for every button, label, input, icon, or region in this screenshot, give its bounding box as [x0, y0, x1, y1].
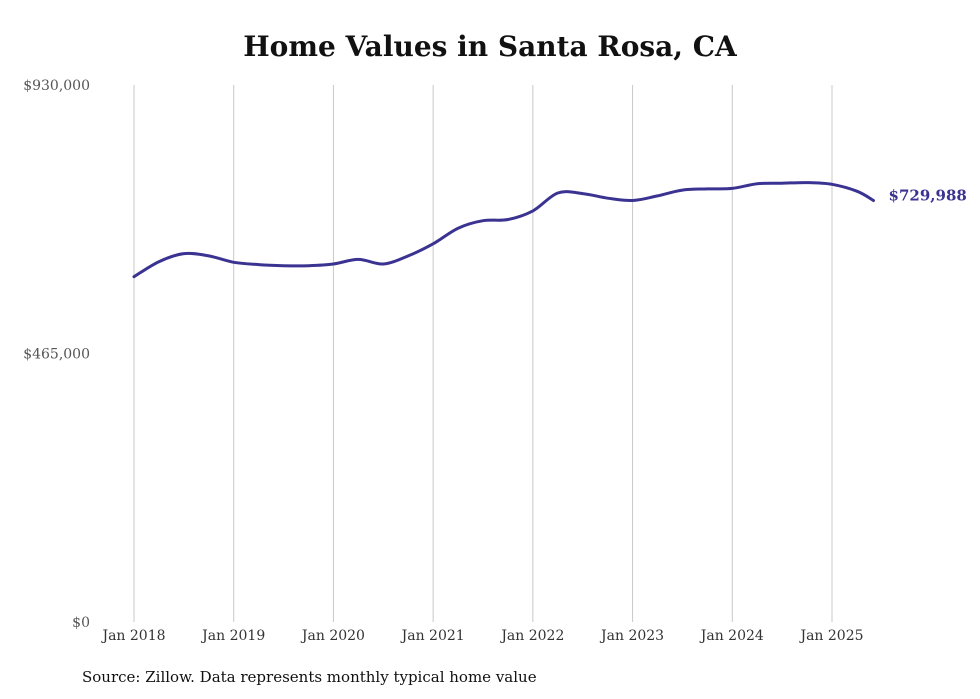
y-tick-label: $0	[72, 615, 90, 631]
x-tick-label: Jan 2018	[100, 628, 165, 644]
x-tick-label: Jan 2020	[300, 628, 365, 644]
x-tick-label: Jan 2022	[499, 628, 564, 644]
source-note: Source: Zillow. Data represents monthly …	[82, 668, 537, 686]
x-tick-label: Jan 2023	[599, 628, 664, 644]
x-tick-label: Jan 2021	[400, 628, 465, 644]
chart-title: Home Values in Santa Rosa, CA	[243, 30, 737, 63]
y-tick-label: $930,000	[23, 78, 90, 94]
gridlines	[133, 85, 833, 622]
x-tick-label: Jan 2025	[798, 628, 863, 644]
x-tick-label: Jan 2024	[699, 628, 764, 644]
y-tick-label: $465,000	[23, 347, 90, 363]
y-axis: $0 $465,000 $930,000	[23, 78, 90, 631]
x-axis: Jan 2018 Jan 2019 Jan 2020 Jan 2021 Jan 2022…	[100, 628, 863, 644]
series: $729,988	[132, 181, 967, 279]
series-line	[132, 181, 875, 279]
x-tick-label: Jan 2019	[200, 628, 265, 644]
end-value-label: $729,988	[889, 186, 967, 204]
